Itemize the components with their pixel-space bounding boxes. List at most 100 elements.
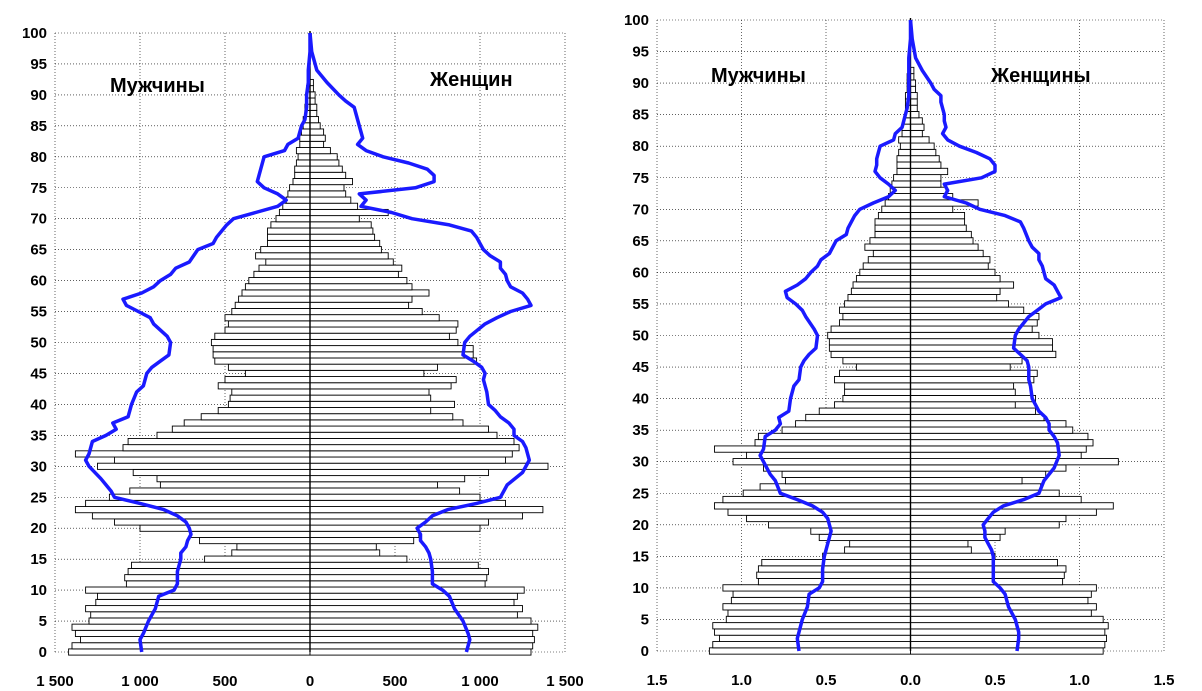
male-bar xyxy=(127,437,311,446)
y-tick-label: 80 xyxy=(30,149,47,166)
female-bar xyxy=(910,401,1016,409)
female-bar xyxy=(910,319,1038,327)
female-bar xyxy=(910,237,974,245)
female-bar xyxy=(309,611,518,619)
female-bar xyxy=(910,376,1035,384)
male-bar xyxy=(810,527,911,535)
male-bar xyxy=(190,530,311,538)
male-bar xyxy=(125,580,311,588)
female-bar xyxy=(309,561,479,569)
male-bar xyxy=(842,357,911,365)
female-bar xyxy=(910,262,989,270)
female-bar xyxy=(309,555,408,563)
pyramid-chart-absolute: 0 5 10 15 20 25 30 35 40 45 50 55 60 65 70 75 80 85 90 95 10… xyxy=(22,25,584,690)
male-bar xyxy=(714,628,911,636)
y-tick-label: 35 xyxy=(632,422,649,439)
male-bar xyxy=(289,184,311,192)
female-bar xyxy=(309,202,359,210)
female-bar xyxy=(309,580,486,588)
female-bar xyxy=(910,546,972,554)
male-bar xyxy=(874,224,911,232)
y-tick-label: 45 xyxy=(30,365,47,382)
male-bar xyxy=(898,136,911,144)
female-bar xyxy=(910,230,972,239)
female-bar xyxy=(309,221,372,229)
female-bar xyxy=(309,184,345,192)
male-bar xyxy=(898,148,911,157)
male-bar xyxy=(874,218,911,226)
x-tick-label: 1.0 xyxy=(731,672,752,689)
male-curve xyxy=(758,20,913,652)
x-tick-label: 0.0 xyxy=(900,672,921,689)
male-bar xyxy=(763,464,911,472)
x-tick-label: 0.5 xyxy=(985,672,1006,689)
male-bar xyxy=(74,506,311,514)
x-tick-label: 0.5 xyxy=(816,672,837,689)
y-tick-label: 20 xyxy=(632,517,649,534)
female-bar xyxy=(309,642,534,650)
female-bar xyxy=(910,325,1033,333)
male-bar xyxy=(238,295,311,303)
female-bar xyxy=(910,148,937,157)
y-tick-label: 100 xyxy=(624,12,649,29)
female-bar xyxy=(309,178,353,186)
female-bar xyxy=(309,617,532,625)
male-bar xyxy=(781,426,911,434)
female-bar xyxy=(309,147,331,155)
male-bar xyxy=(287,190,311,198)
female-bar xyxy=(309,530,420,538)
female-bar xyxy=(910,136,930,144)
male-bar xyxy=(844,546,911,554)
female-bar xyxy=(309,623,539,631)
male-bar xyxy=(830,350,911,359)
pyramid-svg-percent: 0 5 10 15 20 25 30 35 40 45 50 55 60 65 70 75 80 85 90 95 10… xyxy=(624,12,1174,689)
female-bar xyxy=(910,111,920,119)
female-bar xyxy=(910,470,1047,478)
male-bar xyxy=(852,281,911,289)
male-bar xyxy=(805,413,911,422)
male-bar xyxy=(275,215,311,223)
male-bar xyxy=(896,167,911,176)
male-bar xyxy=(231,308,311,316)
female-bar xyxy=(309,425,489,433)
male-bar xyxy=(97,462,311,470)
male-bar xyxy=(725,615,911,624)
male-bar xyxy=(244,369,311,377)
female-bar xyxy=(910,287,1001,295)
female-label: Женщин xyxy=(429,69,513,91)
male-bar xyxy=(294,165,311,173)
male-bar xyxy=(214,357,311,365)
male-bar xyxy=(859,268,911,277)
male-bar xyxy=(159,481,311,489)
male-curve xyxy=(83,33,312,653)
y-tick-label: 60 xyxy=(632,264,649,281)
male-bar xyxy=(114,518,311,526)
male-bar xyxy=(295,147,311,155)
male-bar xyxy=(183,419,311,427)
male-bar xyxy=(855,275,911,283)
male-bar xyxy=(839,306,911,314)
y-tick-label: 15 xyxy=(632,548,649,565)
male-bar xyxy=(884,199,911,207)
male-bar xyxy=(833,376,911,384)
male-bar xyxy=(85,499,311,507)
female-bar xyxy=(309,239,381,248)
male-bar xyxy=(891,180,911,188)
female-bar xyxy=(910,394,1037,403)
male-bar xyxy=(267,239,311,248)
male-bar xyxy=(839,319,911,327)
female-bar xyxy=(910,571,1065,579)
y-tick-label: 50 xyxy=(632,328,649,345)
female-bar xyxy=(910,294,998,302)
female-bar xyxy=(309,586,525,594)
y-tick-label: 25 xyxy=(632,485,649,502)
female-bar xyxy=(309,289,430,297)
female-bar xyxy=(910,249,984,258)
y-tick-label: 65 xyxy=(30,242,47,259)
female-bar xyxy=(309,351,474,359)
male-bar xyxy=(849,540,911,548)
female-bar xyxy=(309,629,534,637)
y-tick-label: 5 xyxy=(641,611,649,628)
male-bar xyxy=(896,161,911,169)
male-bar xyxy=(761,559,911,567)
